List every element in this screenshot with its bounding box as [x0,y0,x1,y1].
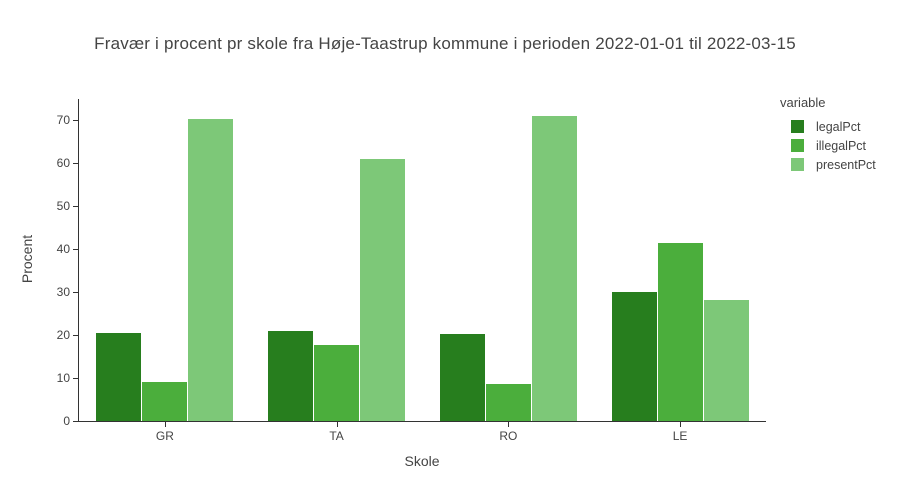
bar-ro-illegalPct[interactable] [485,384,531,421]
x-tick-mark [164,422,166,427]
y-tick-mark [73,292,78,293]
y-axis-title: Procent [19,234,35,284]
legend-item-legalPct[interactable]: legalPct [778,117,876,136]
x-tick-label-le: LE [672,429,688,443]
legend-item-label: illegalPct [816,138,867,153]
legend-swatch-icon [791,120,804,133]
y-tick-label: 70 [56,113,70,128]
legend-items: legalPct illegalPct presentPct [778,117,876,174]
bar-ta-legalPct[interactable] [268,330,314,421]
bar-gr-illegalPct[interactable] [142,381,188,421]
y-tick-label: 40 [56,242,70,256]
y-tick-label: 20 [56,328,70,342]
y-tick-mark [73,120,78,122]
bar-ro-legalPct[interactable] [439,334,485,421]
x-tick-label-ro: RO [499,429,518,443]
x-tick-mark [508,422,510,427]
y-tick-mark [73,206,78,207]
x-tick-mark [336,422,338,427]
bar-ta-illegalPct[interactable] [314,345,360,421]
y-tick-mark [73,378,78,379]
legend-swatch-icon [791,158,804,171]
y-tick-label: 50 [56,199,70,213]
y-tick-mark [73,163,78,165]
y-tick-mark [73,421,78,422]
x-tick-label-ta: TA [329,429,344,443]
bar-le-illegalPct[interactable] [657,243,703,421]
y-tick-label: 0 [63,414,70,428]
legend-item-label: legalPct [816,119,861,134]
bar-le-presentPct[interactable] [703,299,749,421]
bar-gr-presentPct[interactable] [188,119,234,421]
bar-ta-presentPct[interactable] [360,159,406,421]
bar-le-legalPct[interactable] [611,291,657,421]
y-tick-label: 10 [56,371,70,385]
legend: variable legalPct illegalPct presentPct [778,95,876,174]
legend-item-illegalPct[interactable]: illegalPct [778,136,876,155]
legend-item-presentPct[interactable]: presentPct [778,155,876,174]
legend-swatch-icon [791,139,804,152]
y-tick-label: 30 [56,285,70,299]
bar-ro-presentPct[interactable] [531,116,577,421]
y-tick-label: 60 [56,156,70,171]
x-tick-mark [680,422,682,427]
legend-title: variable [780,95,826,110]
chart-title: Fravær i procent pr skole fra Høje-Taast… [94,34,796,53]
x-tick-label-gr: GR [155,429,174,443]
x-axis-title: Skole [404,453,440,469]
legend-item-label: presentPct [816,157,876,172]
plot-area[interactable]: 0 10 20 30 40 50 60 70 GR TA RO LE [57,99,766,443]
y-tick-mark [73,249,78,250]
bar-gr-legalPct[interactable] [96,333,142,421]
y-tick-mark [73,335,78,336]
